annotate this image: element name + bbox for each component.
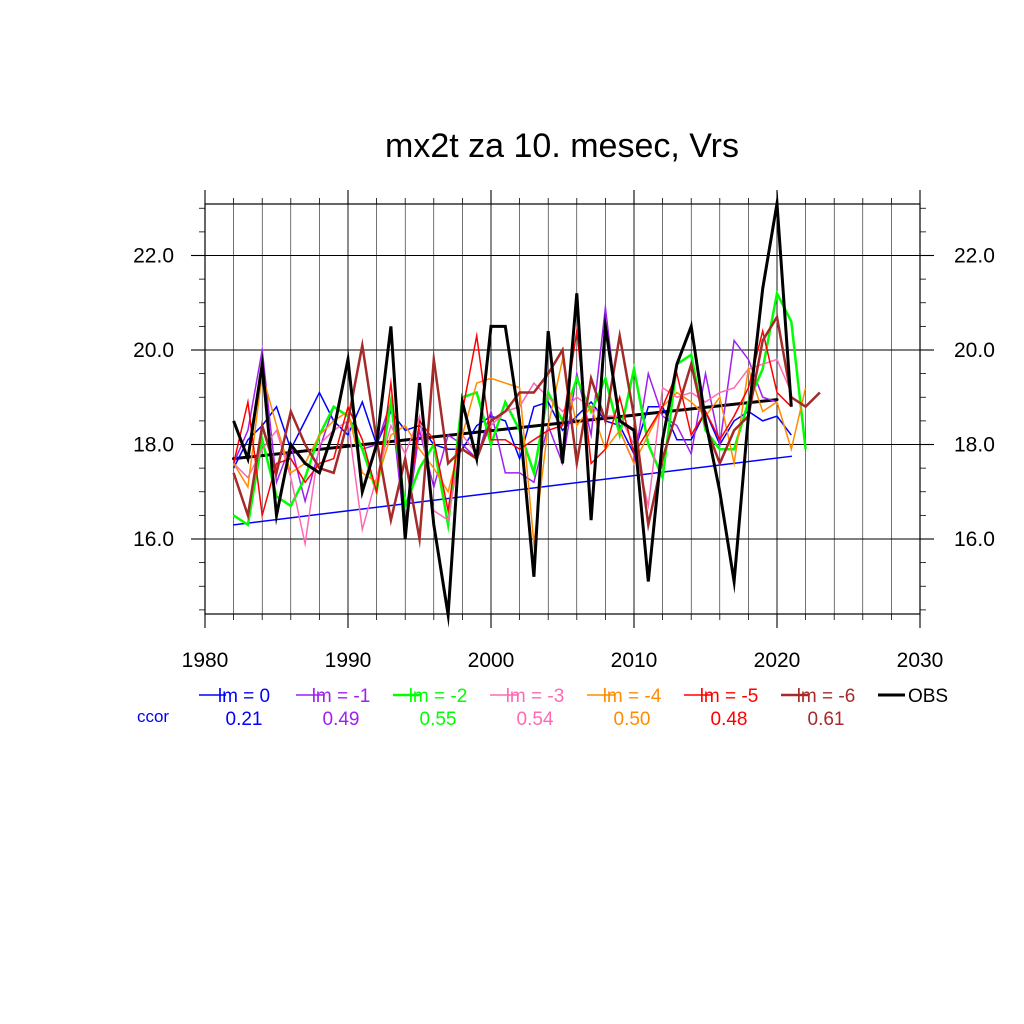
legend-label-lm-4: lm = -4 [603,686,662,707]
ccor-value-lm-1: 0.49 [323,709,360,730]
y-tick-label-right: 22.0 [954,245,995,268]
y-tick-label-right: 16.0 [954,528,995,551]
x-tick-label: 2000 [468,649,515,672]
legend-label-lm-1: lm = -1 [312,686,371,707]
legend-label-lm-2: lm = -2 [409,686,468,707]
series-lines [232,190,821,628]
plot-frame [204,203,921,615]
series-line-obs [232,190,793,628]
legend-label-lm-6: lm = -6 [797,686,856,707]
x-tick-label: 1980 [182,649,229,672]
ccor-value-lm-6: 0.61 [808,709,845,730]
ccor-label: ccor [137,707,169,726]
chart-title: mx2t za 10. mesec, Vrs [385,127,739,165]
trend-line-lm-0 [232,455,793,526]
series-line-lm-4 [232,355,807,551]
y-tick-label-left: 16.0 [133,528,174,551]
plot-border [204,203,921,615]
series-line-lm-0 [232,390,792,469]
x-tick-label: 1990 [325,649,372,672]
x-tick-label: 2020 [754,649,801,672]
y-tick-label-left: 20.0 [133,339,174,362]
ccor-value-lm-4: 0.50 [614,709,651,730]
y-tick-label-right: 18.0 [954,434,995,457]
series-line-lm-6 [232,313,821,549]
ccor-value-lm-2: 0.55 [420,709,457,730]
axes: 1980 1990 2000 2010 2020 2030 16.0 16.0 18.0 18.0… [133,190,995,672]
ccor-value-lm-5: 0.48 [711,709,748,730]
legend-label-lm-5: lm = -5 [700,686,759,707]
series-line-lm-5 [232,325,792,532]
x-tick-label: 2010 [611,649,658,672]
ccor-value-lm-3: 0.54 [517,709,554,730]
x-tick-label: 2030 [897,649,944,672]
legend-label-lm-3: lm = -3 [506,686,565,707]
y-tick-label-right: 20.0 [954,339,995,362]
ccor-value-lm-0: 0.21 [226,709,263,730]
legend-label-obs: OBS [908,686,948,707]
trend-line-obs [232,398,779,461]
y-tick-label-left: 18.0 [133,434,174,457]
series-line-lm-1 [232,300,778,541]
legend-label-lm-0: lm = 0 [218,686,270,707]
y-tick-label-left: 22.0 [133,245,174,268]
